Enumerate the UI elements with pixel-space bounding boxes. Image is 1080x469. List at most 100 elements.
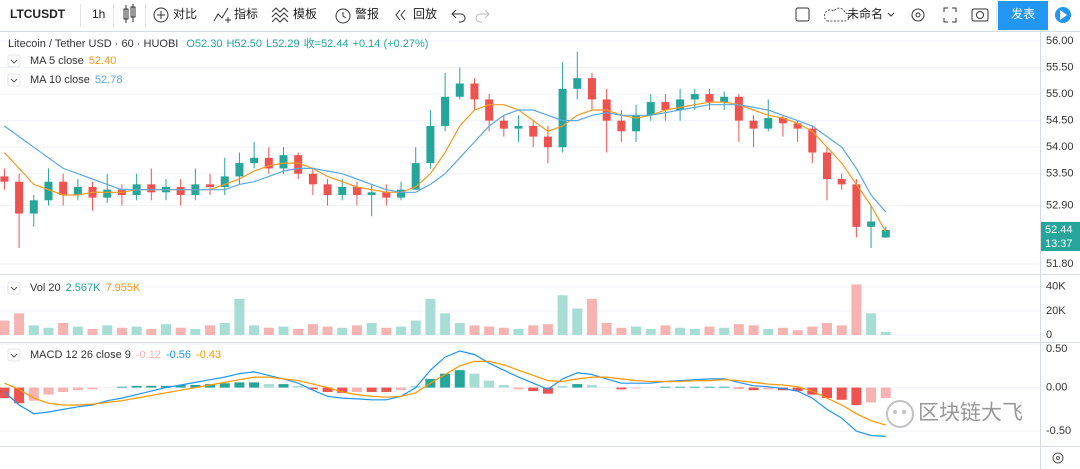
compare-icon[interactable] [153, 7, 169, 23]
legend-value: 52.40 [89, 55, 117, 67]
templates-button[interactable]: 模板 [293, 7, 317, 21]
volume-bar [572, 308, 583, 335]
signal-line [4, 360, 886, 426]
snapshot-icon[interactable] [971, 8, 989, 22]
macd-histogram-bar [469, 373, 480, 388]
volume-bar [190, 328, 201, 335]
legend-toggle[interactable] [7, 348, 21, 362]
candle-body [720, 96, 729, 103]
undo-icon[interactable] [451, 9, 466, 23]
settings-icon[interactable] [911, 8, 925, 22]
watermark: 区块链大飞 [886, 400, 1023, 428]
layout-name[interactable]: 未命名 [847, 6, 883, 21]
volume-bar [645, 328, 656, 335]
redo-icon[interactable] [475, 9, 490, 23]
alert-icon[interactable] [335, 8, 351, 24]
volume-bar [777, 327, 788, 335]
macd-histogram-bar [146, 385, 157, 388]
candle-body [426, 125, 435, 164]
macd-histogram-bar [719, 386, 730, 388]
volume-bar [542, 324, 553, 335]
volume-bar [0, 320, 10, 335]
volume-bar [484, 326, 495, 335]
candle-body [294, 155, 303, 174]
y-tick-label: 20K [1046, 305, 1066, 317]
candle-body [411, 163, 420, 190]
macd-line [4, 350, 886, 437]
macd-histogram-bar [498, 384, 509, 388]
legend-toggle[interactable] [7, 73, 21, 87]
macd-histogram-bar [190, 384, 201, 388]
y-tick-label: 55.50 [1046, 61, 1074, 73]
marks [0, 51, 891, 437]
candle-body [176, 187, 185, 195]
volume-bar [851, 284, 862, 335]
indicators-button[interactable]: 指标 [234, 6, 258, 21]
macd-histogram-bar [322, 387, 333, 392]
templates-icon[interactable] [271, 7, 289, 23]
volume-bar [763, 328, 774, 335]
ohlc-value: L52.29 [266, 38, 300, 50]
candle-body [441, 96, 450, 126]
chart-style-icon[interactable] [123, 4, 136, 23]
volume-bar [822, 322, 833, 335]
candle-body [338, 187, 347, 195]
axis-settings-icon[interactable] [1052, 452, 1064, 464]
volume-bar [293, 328, 304, 335]
candle-body [837, 179, 846, 185]
volume-bar [880, 331, 891, 335]
play-icon [1060, 10, 1067, 20]
macd-histogram-bar [866, 387, 877, 403]
fullscreen-icon[interactable] [943, 7, 957, 23]
volume-bar [601, 322, 612, 335]
legend-toggle[interactable] [7, 281, 21, 295]
macd-histogram-bar [160, 385, 171, 388]
macd-histogram-bar [396, 387, 407, 391]
candle-body [147, 184, 156, 193]
macd-histogram-bar [733, 387, 744, 389]
legend-toggle[interactable] [7, 54, 21, 68]
volume-bar [146, 328, 157, 335]
legend-name: MACD 12 26 close 9 [30, 349, 131, 361]
replay-icon[interactable] [395, 9, 406, 21]
macd-histogram-bar [293, 385, 304, 388]
candle-body [73, 187, 82, 195]
volume-bar [131, 326, 142, 335]
macd-histogram-bar [660, 386, 671, 388]
candle-body [793, 123, 802, 129]
macd-histogram-bar [58, 387, 69, 392]
macd-histogram-bar [278, 384, 289, 388]
legend-value: -0.12 [136, 349, 161, 361]
symbol[interactable]: LTCUSDT [10, 7, 66, 21]
volume-bar [381, 327, 392, 335]
macd-histogram-bar [822, 387, 833, 399]
volume-bar [351, 325, 362, 335]
publish-button[interactable] [998, 1, 1048, 30]
y-tick-label: 40K [1046, 281, 1066, 293]
volume-bar [278, 326, 289, 335]
compare-button[interactable]: 对比 [173, 7, 197, 21]
candle-body [29, 200, 38, 214]
fullscreen-select-icon[interactable] [795, 7, 810, 22]
macd-histogram-bar [131, 385, 142, 388]
candle-body [279, 155, 288, 169]
volume-bar [836, 325, 847, 335]
interval[interactable]: 1h [92, 7, 105, 21]
volume-bar [557, 295, 568, 335]
macd-histogram-bar [14, 387, 25, 404]
labels: 56.00 55.50 55.00 54.50 54.00 53.50 52.90 51.80… [7, 35, 1080, 437]
indicators-icon[interactable] [213, 7, 231, 23]
layout-caret[interactable] [887, 12, 895, 17]
publish-label[interactable]: 发表 [1011, 6, 1035, 21]
toolbar: LTCUSDT 1h 对比 指标 模板 警报 回放 未命名 发表 [0, 0, 1080, 32]
macd-histogram-bar [440, 373, 451, 388]
alert-button[interactable]: 警报 [355, 6, 379, 21]
replay-button[interactable]: 回放 [413, 6, 437, 21]
macd-histogram-bar [675, 386, 686, 388]
legend-toggle-caret [10, 286, 18, 291]
candle-body [455, 83, 464, 97]
volume-bar [454, 322, 465, 335]
macd-histogram-bar [557, 385, 568, 388]
volume-bar [689, 328, 700, 335]
